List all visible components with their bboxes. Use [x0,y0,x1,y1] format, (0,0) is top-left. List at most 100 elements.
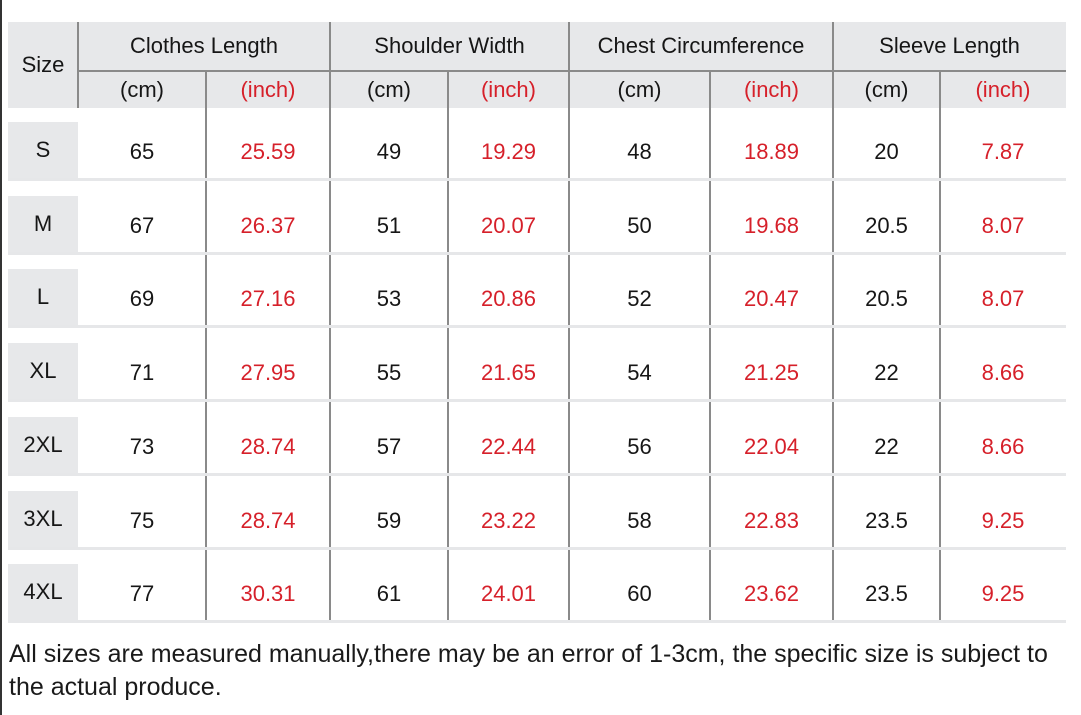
value-inch: 8.07 [981,286,1025,312]
value-inch: 23.62 [743,581,800,607]
row-separator [8,325,1066,329]
value-cm: 48 [627,139,652,164]
header-unit-cm: (cm) [617,77,662,102]
column-vline [568,108,570,622]
value-inch: 27.95 [240,360,296,386]
value-inch: 9.25 [981,507,1025,533]
value-cm: 77 [129,581,155,607]
value-cm: 71 [129,360,155,386]
column-vline [832,108,834,622]
measurement-note: All sizes are measured manually,there ma… [9,640,1048,701]
value-cm: 20.5 [865,212,908,238]
header-vline [832,22,834,108]
value-inch: 27.16 [240,286,296,312]
value-inch: 19.68 [743,212,800,238]
value-inch: 22.44 [480,433,537,459]
value-inch: 26.37 [240,212,296,238]
header-group: Chest Circumference [597,33,805,58]
value-inch: 20.47 [743,286,800,312]
value-inch: 9.25 [981,581,1025,607]
value-inch: 23.22 [480,507,537,533]
column-vline [709,72,711,622]
value-cm: 50 [627,212,652,238]
header-vline [568,22,570,108]
value-inch: 8.07 [981,212,1025,238]
value-cm: 22 [874,360,899,386]
header-group: Shoulder Width [374,33,525,58]
size-label: M [8,195,78,252]
header-vline [77,22,79,108]
value-cm: 61 [376,581,402,607]
header-unit-cm: (cm) [864,77,909,102]
row-separator [8,472,1066,476]
value-cm: 65 [129,139,155,164]
value-inch: 24.01 [480,581,537,607]
value-cm: 60 [627,581,652,607]
row-separator [8,251,1066,255]
value-cm: 56 [627,433,652,459]
header-divider [78,70,330,72]
size-label: 4XL [8,564,78,621]
size-label: XL [8,343,78,400]
value-inch: 22.04 [743,433,800,459]
value-cm: 57 [376,433,402,459]
left-border [0,0,2,715]
header-group: Sleeve Length [879,33,1020,58]
header-unit-cm: (cm) [120,77,164,102]
header-divider [330,70,569,72]
value-inch: 18.89 [743,139,800,164]
value-inch: 22.83 [743,507,800,533]
value-inch: 28.74 [240,507,296,533]
column-vline [205,72,207,622]
row-separator [8,178,1066,181]
column-vline [329,108,331,622]
table-header [8,22,1066,108]
row-separator [8,399,1066,403]
size-label: L [8,269,78,326]
value-cm: 51 [376,212,402,238]
value-cm: 54 [627,360,652,386]
value-inch: 21.65 [480,360,537,386]
value-cm: 69 [129,286,155,312]
row-separator [8,620,1066,624]
column-vline [939,72,941,622]
header-vline [329,22,331,108]
header-size: Size [21,52,65,77]
value-cm: 75 [129,507,155,533]
value-inch: 8.66 [981,360,1025,386]
header-unit-inch: (inch) [743,77,799,102]
value-cm: 55 [376,360,402,386]
value-inch: 25.59 [240,139,296,164]
value-inch: 30.31 [240,581,296,607]
value-cm: 52 [627,286,652,312]
value-inch: 21.25 [743,360,800,386]
value-inch: 20.86 [480,286,537,312]
row-separator [8,546,1066,550]
value-cm: 67 [129,212,155,238]
value-cm: 23.5 [865,581,908,607]
value-cm: 58 [627,507,652,533]
header-unit-inch: (inch) [975,77,1031,102]
header-unit-inch: (inch) [480,77,536,102]
header-divider [569,70,833,72]
header-unit-inch: (inch) [240,77,296,102]
value-inch: 19.29 [480,139,537,164]
value-cm: 53 [376,286,402,312]
header-group: Clothes Length [130,33,278,58]
value-inch: 8.66 [981,433,1025,459]
size-label: S [8,122,78,178]
value-inch: 28.74 [240,433,296,459]
value-cm: 49 [376,139,402,164]
value-cm: 59 [376,507,402,533]
value-cm: 20.5 [865,286,908,312]
value-cm: 20 [874,139,899,164]
column-vline [447,72,449,622]
size-label: 2XL [8,416,78,473]
value-cm: 22 [874,433,899,459]
value-cm: 23.5 [865,507,908,533]
value-inch: 7.87 [981,139,1025,164]
header-unit-cm: (cm) [367,77,411,102]
value-cm: 73 [129,433,155,459]
size-label: 3XL [8,490,78,547]
value-inch: 20.07 [480,212,537,238]
